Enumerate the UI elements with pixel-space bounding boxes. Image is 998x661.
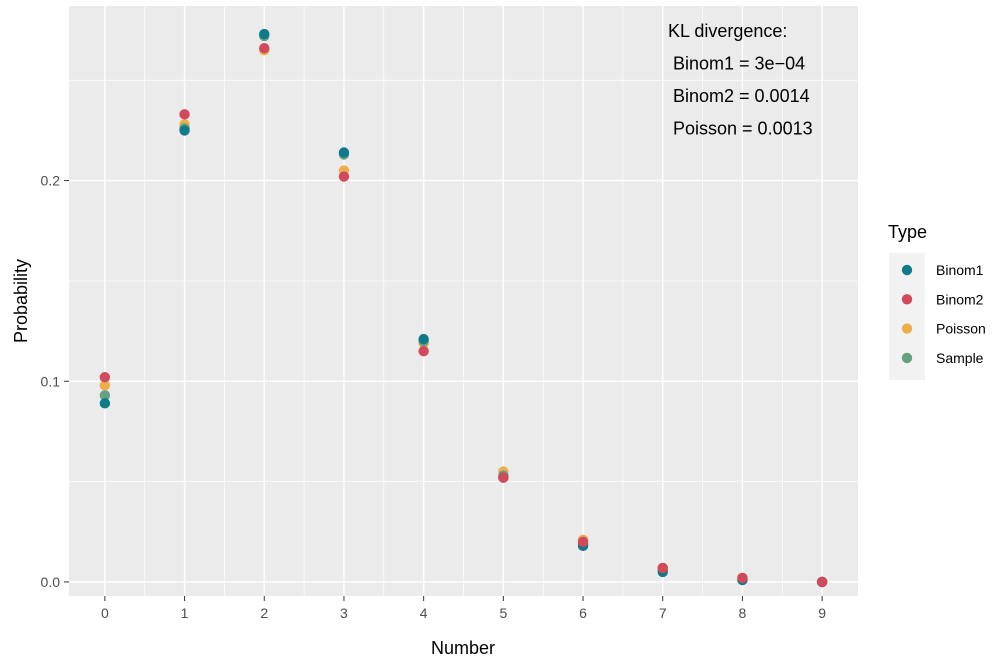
x-tick-label: 0 bbox=[101, 605, 109, 621]
kl-annotation-line: Binom1 = 3e−04 bbox=[668, 54, 805, 74]
point-binom2 bbox=[259, 42, 270, 54]
point-binom2 bbox=[99, 372, 111, 383]
y-axis-title: Probability bbox=[11, 259, 31, 343]
x-tick-label: 3 bbox=[340, 605, 348, 621]
x-tick-label: 1 bbox=[181, 605, 189, 621]
x-tick-label: 4 bbox=[420, 605, 428, 621]
legend-label-binom2: Binom2 bbox=[936, 291, 984, 307]
point-binom2 bbox=[179, 109, 190, 120]
point-binom1 bbox=[99, 398, 111, 409]
y-tick-label: 0.0 bbox=[41, 574, 61, 590]
point-binom1 bbox=[259, 28, 270, 40]
legend-key-binom2 bbox=[901, 294, 913, 305]
point-binom2 bbox=[657, 562, 668, 574]
legend-key-poisson bbox=[901, 323, 913, 334]
point-binom2 bbox=[418, 345, 429, 357]
y-tick-label: 0.2 bbox=[41, 173, 61, 189]
x-tick-label: 7 bbox=[659, 605, 667, 621]
kl-annotation: KL divergence: Binom1 = 3e−04 Binom2 = 0… bbox=[668, 21, 813, 139]
legend: Type Binom1 Binom2 Poisson Sample bbox=[888, 222, 986, 380]
point-binom1 bbox=[418, 333, 429, 345]
y-tick-label: 0.1 bbox=[41, 373, 61, 389]
point-binom1 bbox=[338, 147, 350, 158]
grid-minor bbox=[69, 6, 858, 596]
x-tick-label: 8 bbox=[739, 605, 747, 621]
legend-title: Type bbox=[888, 222, 927, 242]
legend-label-poisson: Poisson bbox=[936, 321, 986, 337]
point-binom2 bbox=[577, 536, 589, 548]
x-axis-title: Number bbox=[431, 638, 495, 658]
y-axis: 0.0 0.1 0.2 bbox=[41, 173, 69, 590]
point-binom2 bbox=[338, 171, 350, 182]
x-tick-label: 2 bbox=[260, 605, 268, 621]
grid-major bbox=[69, 6, 858, 596]
x-tick-label: 9 bbox=[818, 605, 826, 621]
x-tick-label: 6 bbox=[579, 605, 587, 621]
point-poisson bbox=[99, 380, 111, 391]
legend-key-sample bbox=[901, 352, 913, 364]
kl-annotation-line: KL divergence: bbox=[668, 21, 787, 41]
legend-label-sample: Sample bbox=[936, 350, 984, 366]
x-tick-label: 5 bbox=[499, 605, 507, 621]
legend-key-binom1 bbox=[901, 264, 913, 276]
data-points bbox=[99, 28, 828, 588]
point-sample bbox=[99, 390, 111, 401]
kl-annotation-line: Binom2 = 0.0014 bbox=[668, 86, 810, 106]
x-axis: 0 1 2 3 4 5 6 7 8 9 bbox=[101, 596, 826, 621]
point-binom1 bbox=[179, 125, 190, 136]
point-binom2 bbox=[498, 472, 509, 483]
point-binom2 bbox=[816, 576, 828, 588]
kl-annotation-line: Poisson = 0.0013 bbox=[668, 119, 813, 139]
point-binom2 bbox=[737, 572, 748, 584]
legend-label-binom1: Binom1 bbox=[936, 262, 984, 278]
